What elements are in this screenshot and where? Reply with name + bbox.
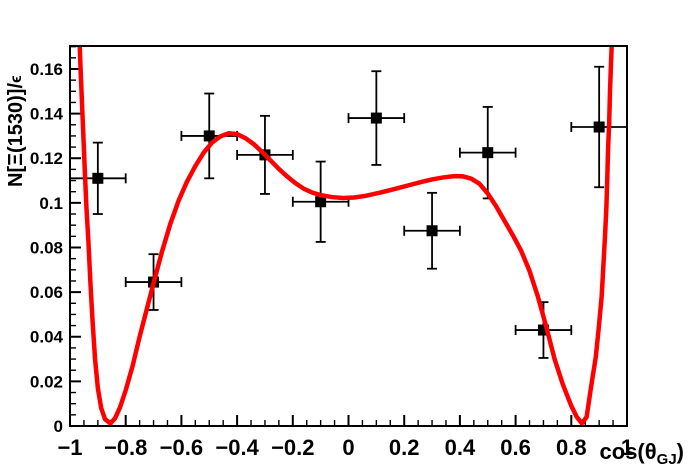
data-point-marker <box>593 121 605 133</box>
y-tick-label: 0.14 <box>30 105 64 124</box>
y-tick-label: 0.04 <box>30 328 64 347</box>
x-tick-label: 0.2 <box>389 435 420 460</box>
x-axis-title: cos(θGJ) <box>600 439 684 468</box>
fit-curve-layer <box>77 47 614 425</box>
x-tick-label: 1 <box>621 435 633 460</box>
y-tick-label: 0 <box>54 417 63 436</box>
data-point <box>458 106 517 200</box>
y-axis-title: N[Ξ(1530)]/ϵ <box>5 75 27 187</box>
data-point-marker <box>370 112 382 124</box>
data-point <box>291 160 350 243</box>
x-axis-title-main: cos(θ <box>600 439 657 464</box>
y-tick-label: 0.02 <box>30 372 63 391</box>
x-tick-label: −0.8 <box>104 435 147 460</box>
y-axis-title-main: N[Ξ(1530)]/ <box>5 83 27 187</box>
x-tick-label: −0.4 <box>215 435 259 460</box>
data-point-marker <box>482 147 494 159</box>
data-point <box>347 70 406 166</box>
x-tick-label: 0.6 <box>500 435 531 460</box>
axis-tick-labels: −1 −0.8 −0.6 −0.4 −0.2 0 0.2 0.4 0.6 0.8 1 0 0.02 0.0… <box>30 60 633 460</box>
data-point-marker <box>426 225 438 237</box>
x-tick-label: −1 <box>57 435 82 460</box>
data-point <box>69 141 127 215</box>
axis-ticks <box>69 45 628 427</box>
x-tick-label: −0.2 <box>271 435 314 460</box>
data-point <box>180 92 239 180</box>
data-point-marker <box>537 324 549 336</box>
y-tick-label: 0.1 <box>39 194 63 213</box>
y-tick-label: 0.12 <box>30 149 63 168</box>
y-axis-title-epsilon: ϵ <box>8 75 25 83</box>
x-axis-title-close: ) <box>677 439 684 464</box>
frame-box <box>69 45 628 427</box>
data-point-marker <box>203 130 215 142</box>
fit-curve <box>77 47 614 425</box>
x-tick-label: 0 <box>342 435 354 460</box>
data-point <box>570 65 628 189</box>
y-tick-label: 0.08 <box>30 238 63 257</box>
y-tick-label: 0.06 <box>30 283 63 302</box>
x-tick-label: −0.6 <box>160 435 203 460</box>
x-axis-title-subscript: GJ <box>657 451 677 468</box>
y-tick-label: 0.16 <box>30 60 63 79</box>
x-tick-label: 0.4 <box>445 435 476 460</box>
plot-frame <box>69 45 628 427</box>
data-point-marker <box>92 172 104 184</box>
x-tick-label: 0.8 <box>556 435 587 460</box>
data-point-marker <box>315 196 327 208</box>
data-point <box>403 191 461 270</box>
